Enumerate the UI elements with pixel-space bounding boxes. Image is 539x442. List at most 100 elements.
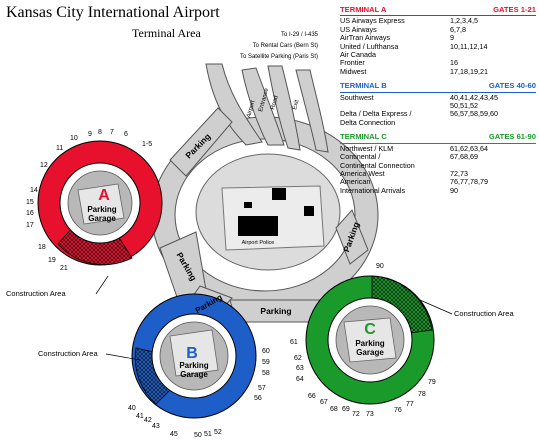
legend-gates: 72,73 [450, 168, 468, 178]
legend-row: America West 72,73 [340, 168, 536, 178]
legend-airline: AirTran Airways [340, 33, 391, 43]
legend-gates: 90 [450, 185, 458, 195]
gate-b-40: 40 [128, 405, 136, 412]
gate-a-17: 17 [26, 222, 34, 229]
gate-c-63: 63 [296, 365, 304, 372]
gate-a-15: 15 [26, 199, 34, 206]
legend-terminal-c: TERMINAL C GATES 61-90 Northwest / KLM 61… [340, 132, 536, 195]
legend-row: Continental Connection [340, 160, 536, 170]
gate-b-60: 60 [262, 348, 270, 355]
gate-b-45: 45 [170, 431, 178, 438]
legend-gates: 56,57,58,59,60 [450, 109, 498, 119]
gate-b-59: 59 [262, 359, 270, 366]
construction-label-b: Construction Area [38, 349, 98, 358]
gate-a-7: 7 [110, 129, 114, 136]
terminal-b[interactable] [131, 293, 257, 419]
gate-c-78: 78 [418, 391, 426, 398]
legend-gates: 40,41,42,43,45 [450, 92, 498, 102]
legend-airline: International Arrivals [340, 185, 406, 195]
gate-b-56: 56 [254, 395, 262, 402]
gate-b-52: 52 [214, 429, 222, 436]
gate-c-79: 79 [428, 379, 436, 386]
legend-gates: 67,68,69 [450, 152, 478, 162]
legend-gates: 61,62,63,64 [450, 143, 488, 153]
terminal-a-letter: A [98, 187, 110, 204]
legend-terminal-c-title: TERMINAL C [340, 132, 387, 142]
legend-terminal-b: TERMINAL B GATES 40-60 Southwest 40,41,42… [340, 81, 536, 128]
legend-airline: Air Canada [340, 50, 376, 60]
gate-a-10: 10 [70, 135, 78, 142]
direction-rental-cars: To Rental Cars (Bern St) [253, 43, 318, 49]
gate-legend: TERMINAL A GATES 1-21 US Airways Express… [340, 5, 536, 201]
legend-row: American 76,77,78,79 [340, 177, 536, 186]
legend-terminal-a-title: TERMINAL A [340, 5, 387, 14]
gate-a-9: 9 [88, 131, 92, 138]
gate-a-1-5: 1-5 [142, 141, 152, 148]
legend-airline: US Airways [340, 24, 377, 34]
legend-terminal-a: TERMINAL A GATES 1-21 US Airways Express… [340, 5, 536, 76]
legend-airline: Frontier [340, 58, 365, 68]
gate-b-58: 58 [262, 370, 270, 377]
legend-row: US Airways Express 1,2,3,4,5 [340, 16, 536, 26]
terminal-c[interactable] [305, 275, 435, 405]
legend-terminal-c-header: TERMINAL C GATES 61-90 [340, 132, 536, 144]
gate-b-57: 57 [258, 385, 266, 392]
gate-c-67: 67 [320, 399, 328, 406]
terminal-b-garage-line1: Parking [179, 361, 208, 370]
gate-b-50: 50 [194, 432, 202, 439]
legend-gates: 6,7,8 [450, 24, 466, 34]
legend-terminal-b-rows: Southwest 40,41,42,43,45 50,51,52 Delta / D… [340, 92, 536, 128]
gate-c-61: 61 [290, 339, 298, 346]
gate-a-14: 14 [30, 187, 38, 194]
legend-terminal-a-gates: GATES 1-21 [493, 5, 536, 14]
legend-terminal-c-gates: GATES 61-90 [488, 132, 536, 142]
legend-row: US Airways 6,7,8 [340, 24, 536, 34]
gate-a-19: 19 [48, 257, 56, 264]
gate-c-68: 68 [330, 406, 338, 413]
terminal-a-garage [77, 183, 125, 225]
gate-b-42: 42 [144, 417, 152, 424]
legend-airline: US Airways Express [340, 16, 405, 26]
legend-airline: Midwest [340, 66, 367, 76]
legend-gates: 9 [450, 33, 454, 43]
legend-row: United / Lufthansa 10,11,12,14 [340, 41, 536, 51]
gate-a-8: 8 [98, 129, 102, 136]
legend-gates: 1,2,3,4,5 [450, 16, 478, 26]
gate-c-72: 72 [352, 411, 360, 418]
legend-row: Delta / Delta Express / 56,57,58,59,60 [340, 109, 536, 119]
construction-label-c: Construction Area [454, 309, 514, 318]
legend-airline: Delta Connection [340, 117, 396, 127]
terminal-b-garage-line2: Garage [180, 370, 208, 379]
legend-airline: United / Lufthansa [340, 41, 399, 51]
gate-a-21: 21 [60, 265, 68, 272]
direction-i29: To I-29 / I-435 [281, 32, 319, 38]
legend-row: Southwest 40,41,42,43,45 [340, 92, 536, 102]
road-label-road: Road [270, 95, 280, 110]
gate-c-62: 62 [294, 355, 302, 362]
legend-airline: Continental / [340, 152, 381, 162]
legend-row: AirTran Airways 9 [340, 33, 536, 43]
terminal-c-garage-line1: Parking [355, 339, 384, 348]
construction-label-a: Construction Area [6, 289, 66, 298]
gate-b-43: 43 [152, 423, 160, 430]
legend-airline: Continental Connection [340, 160, 415, 170]
terminal-c-letter: C [364, 321, 376, 338]
road-label-exit: Exit [292, 99, 300, 111]
legend-terminal-b-header: TERMINAL B GATES 40-60 [340, 81, 536, 93]
terminal-c-garage [343, 317, 397, 363]
terminal-c-garage-line2: Garage [356, 348, 384, 357]
gate-c-73: 73 [366, 411, 374, 418]
gates-a: 10 9 8 7 6 1-5 11 12 14 15 16 17 18 19 2… [26, 129, 152, 272]
legend-row: 50,51,52 [340, 101, 536, 110]
legend-terminal-b-gates: GATES 40-60 [488, 81, 536, 91]
legend-terminal-c-rows: Northwest / KLM 61,62,63,64 Continental / 6… [340, 143, 536, 195]
legend-gates: 10,11,12,14 [450, 41, 488, 51]
legend-terminal-a-rows: US Airways Express 1,2,3,4,5 US Airways 6,7… [340, 16, 536, 76]
gate-c-90: 90 [376, 263, 384, 270]
terminal-a[interactable] [37, 140, 163, 266]
airport-police-label: Airport Police [242, 240, 275, 246]
parking-label-south: Parking [260, 306, 291, 316]
page-subtitle: Terminal Area [132, 26, 201, 40]
gate-c-76: 76 [394, 407, 402, 414]
legend-row: Northwest / KLM 61,62,63,64 [340, 143, 536, 153]
